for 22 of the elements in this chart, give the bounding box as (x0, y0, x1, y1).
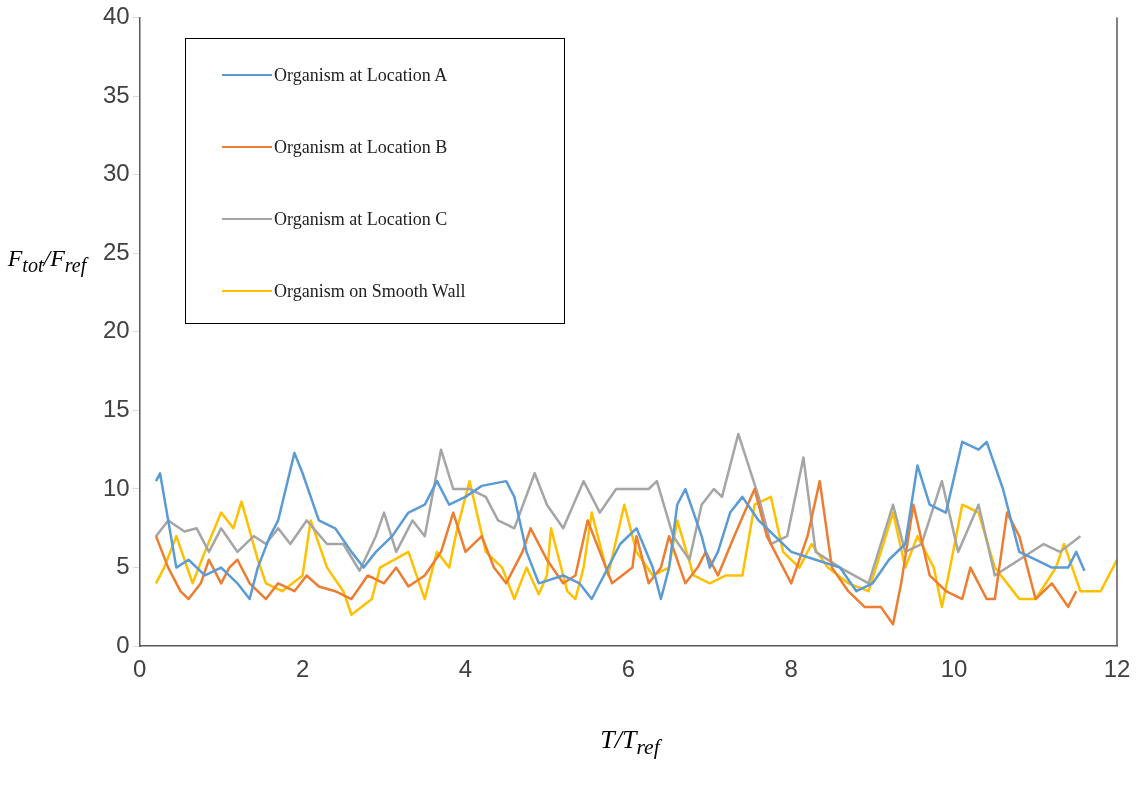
x-axis-title: T/T$_{ref}$ (599, 725, 663, 761)
legend-label: Organism at Location A (274, 64, 448, 86)
y-axis-title: F$_{tot}$/F$_{ref}$ (6, 245, 90, 277)
legend-label: Organism at Location C (274, 208, 448, 230)
legend-label: Organism at Location B (274, 136, 448, 158)
y-tick-label: 15 (102, 395, 130, 423)
x-tick-label: 2 (295, 655, 310, 683)
y-tick-label: 35 (102, 80, 130, 108)
x-tick-label: 0 (133, 655, 147, 683)
y-tick-label: 25 (102, 237, 130, 265)
y-tick-label: 30 (102, 159, 130, 187)
x-tick-label: 8 (784, 655, 798, 683)
y-tick-label: 5 (116, 552, 130, 580)
legend-label: Organism on Smooth Wall (274, 280, 466, 302)
x-tick-label: 4 (458, 655, 473, 683)
x-tick-label: 10 (940, 655, 968, 683)
x-tick-label: 6 (621, 655, 636, 683)
y-tick-label: 40 (102, 2, 130, 30)
x-tick-label: 12 (1103, 655, 1131, 683)
y-tick-label: 20 (102, 316, 130, 344)
y-tick-label: 10 (102, 473, 130, 501)
y-tick-label: 0 (116, 630, 130, 658)
